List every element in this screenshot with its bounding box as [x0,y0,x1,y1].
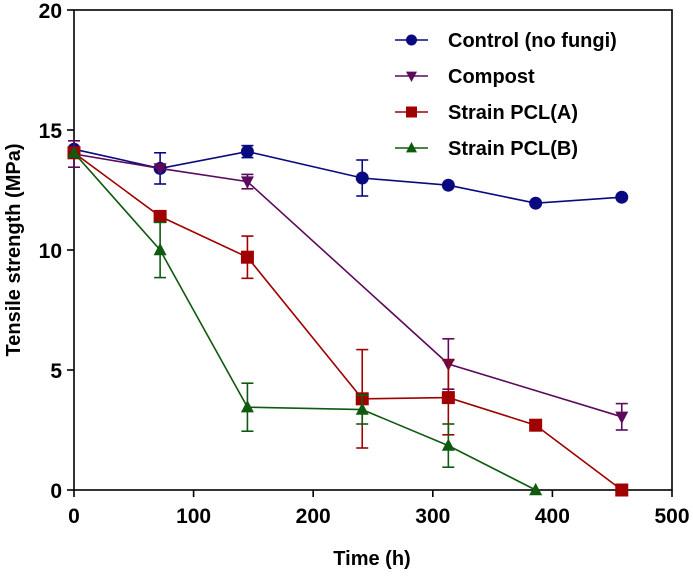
data-point [355,402,369,415]
series-strain-pcl-b [67,145,543,496]
legend-item: Strain PCL(B) [395,138,578,160]
y-tick-label: 15 [39,120,63,143]
data-point [153,163,167,176]
series-line [73,152,537,491]
legend-label: Strain PCL(B) [448,138,578,160]
x-tick-label: 0 [68,505,80,528]
x-tick-label: 500 [654,505,689,528]
y-tick-label: 10 [39,240,62,263]
y-tick-label: 20 [39,0,62,23]
y-tick-label: 5 [50,360,62,383]
data-point [529,418,543,432]
legend-label: Strain PCL(A) [448,102,578,124]
data-point [153,209,167,223]
y-tick-label: 0 [50,480,62,503]
data-point [153,242,167,256]
legend-marker [406,106,417,118]
legend-marker [406,71,417,83]
y-axis-title: Tensile strength (MPa) [3,144,25,357]
legend-marker [406,34,417,46]
data-point [441,178,455,192]
legend-label: Compost [448,66,535,88]
data-point [615,411,629,424]
legend-label: Control (no fungi) [448,30,617,52]
series-compost [67,140,629,431]
x-tick-label: 300 [415,505,450,528]
data-point [441,391,455,405]
data-point [67,145,81,158]
data-point [240,400,254,413]
data-point [441,438,455,451]
legend-item: Compost [395,66,535,88]
data-point [240,250,254,264]
data-point [615,483,629,497]
data-point [240,176,254,189]
data-point [529,196,543,210]
series-line [73,153,623,418]
x-tick-label: 100 [176,505,211,528]
legend-item: Control (no fungi) [395,30,617,52]
data-point [529,482,543,496]
data-point [615,190,629,204]
x-tick-label: 200 [296,505,331,528]
legend-item: Strain PCL(A) [395,102,578,124]
x-axis-title: Time (h) [333,548,410,570]
legend-marker [406,141,417,153]
data-point [355,171,369,185]
x-tick-label: 400 [535,505,570,528]
series-strain-pcl-a [67,146,629,497]
data-point [240,145,254,159]
